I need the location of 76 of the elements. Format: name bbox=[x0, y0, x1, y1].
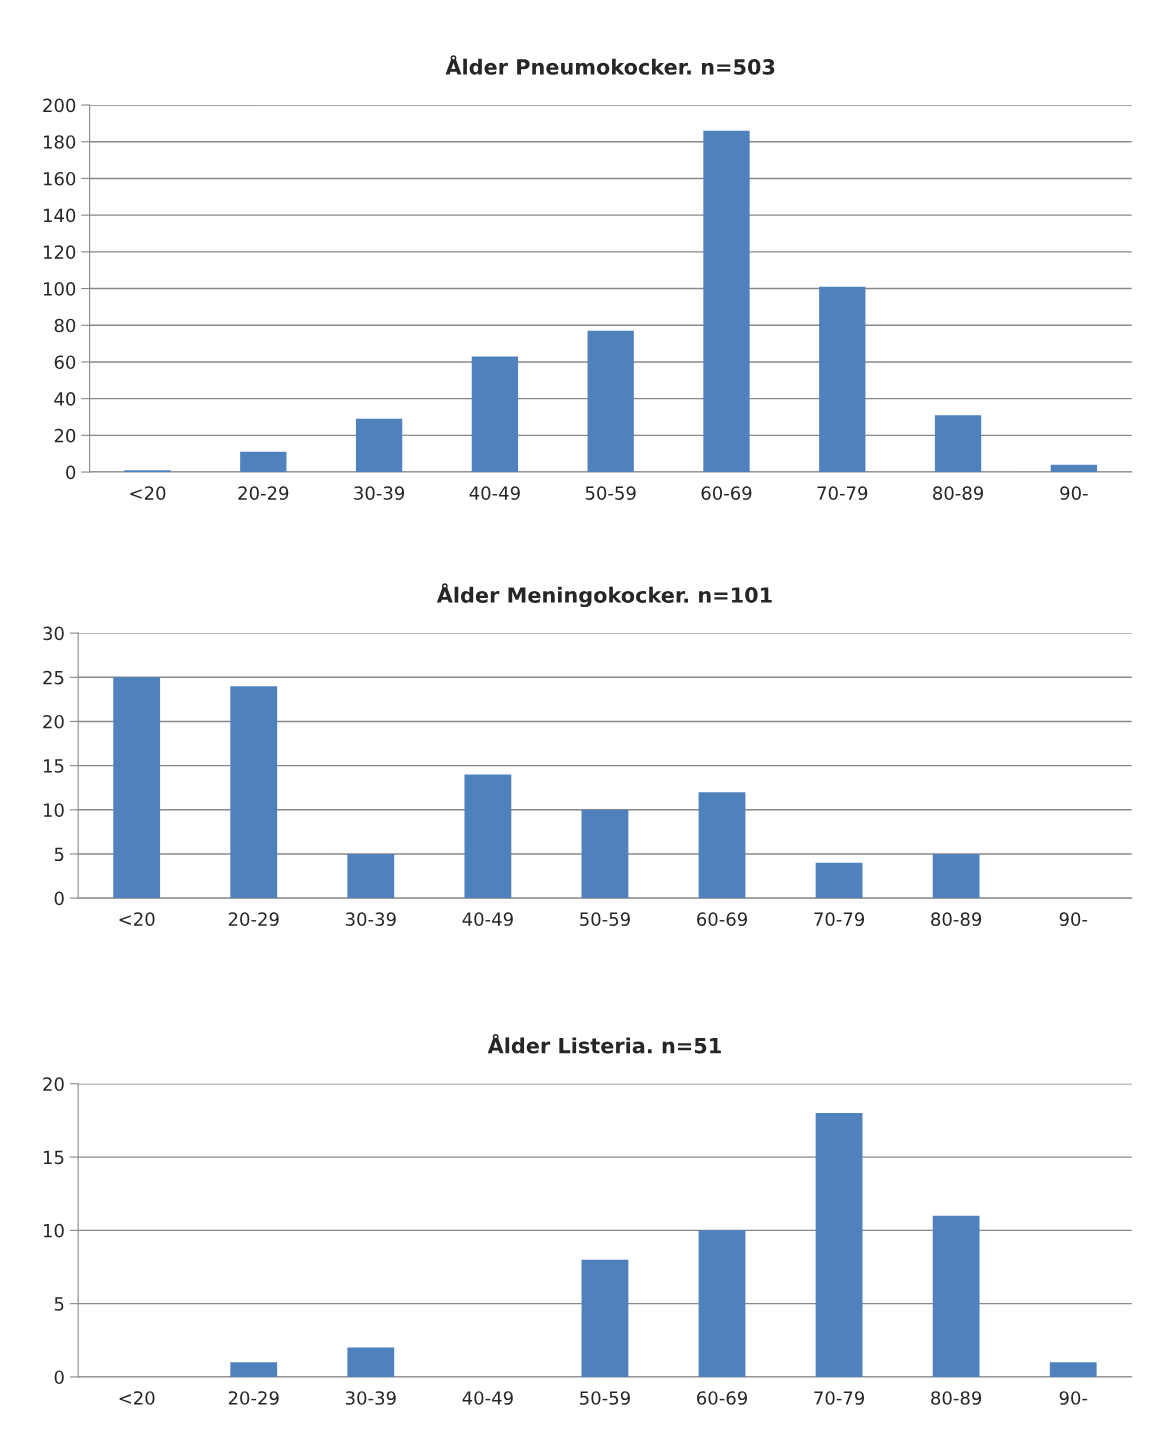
bar bbox=[934, 415, 982, 473]
x-tick-label: 20-29 bbox=[228, 1391, 279, 1405]
chart-title: Ålder Pneumokocker. n=503 bbox=[445, 55, 775, 75]
y-tick-label: 10 bbox=[43, 1223, 64, 1238]
x-tick-label: 60-69 bbox=[697, 912, 747, 926]
bar bbox=[581, 1259, 629, 1377]
x-tick-label: 30-39 bbox=[345, 1391, 396, 1405]
y-tick-label: 25 bbox=[43, 670, 64, 685]
bar bbox=[355, 418, 403, 473]
x-tick-label: 90- bbox=[1059, 1391, 1088, 1405]
bar bbox=[1049, 1362, 1097, 1377]
y-tick-label: 20 bbox=[43, 714, 64, 729]
x-tick-label: 50-59 bbox=[580, 912, 630, 926]
x-tick-label: 80-89 bbox=[931, 1391, 982, 1405]
y-tick-label: 0 bbox=[66, 465, 76, 480]
x-tick-label: <20 bbox=[130, 486, 166, 500]
bar bbox=[471, 356, 519, 473]
bar bbox=[815, 1113, 863, 1377]
bar bbox=[703, 130, 750, 473]
y-tick-label: 0 bbox=[54, 891, 64, 906]
y-tick-label: 30 bbox=[43, 626, 64, 641]
x-tick-label: <20 bbox=[119, 912, 155, 926]
y-tick-label: 160 bbox=[43, 171, 76, 186]
bar bbox=[347, 853, 395, 899]
bar bbox=[932, 853, 980, 899]
bar bbox=[932, 1215, 980, 1377]
y-tick-label: 80 bbox=[54, 318, 76, 333]
bar bbox=[815, 862, 863, 899]
x-tick-label: 40-49 bbox=[469, 486, 520, 500]
bar bbox=[581, 809, 629, 899]
bar bbox=[464, 774, 512, 899]
x-tick-label: 50-59 bbox=[580, 1391, 630, 1405]
x-tick-label: 30-39 bbox=[354, 486, 405, 500]
y-tick-label: 140 bbox=[43, 208, 76, 223]
x-tick-label: 70-79 bbox=[814, 912, 865, 926]
x-tick-label: 20-29 bbox=[238, 486, 289, 500]
bar bbox=[240, 451, 287, 473]
x-tick-label: 60-69 bbox=[697, 1391, 747, 1405]
y-tick-label: 0 bbox=[54, 1370, 64, 1385]
y-tick-label: 5 bbox=[54, 847, 64, 862]
y-tick-label: 10 bbox=[43, 803, 64, 817]
x-tick-label: 90- bbox=[1060, 486, 1088, 500]
y-tick-label: 200 bbox=[43, 98, 76, 113]
x-tick-label: 70-79 bbox=[814, 1391, 865, 1405]
chart-title: Ålder Listeria. n=51 bbox=[487, 1033, 721, 1054]
x-tick-label: 80-89 bbox=[933, 486, 984, 500]
y-tick-label: 60 bbox=[54, 355, 76, 370]
bar bbox=[1050, 464, 1098, 473]
y-tick-label: 20 bbox=[54, 428, 76, 443]
y-tick-label: 180 bbox=[43, 135, 76, 149]
y-tick-label: 120 bbox=[43, 245, 76, 259]
x-tick-label: 60-69 bbox=[701, 486, 752, 500]
bar bbox=[230, 686, 278, 899]
x-tick-label: 90- bbox=[1059, 912, 1088, 926]
x-tick-label: 40-49 bbox=[462, 912, 513, 926]
bar bbox=[230, 1362, 278, 1377]
bar bbox=[347, 1347, 395, 1377]
y-tick-label: 15 bbox=[43, 759, 64, 773]
x-tick-label: 80-89 bbox=[931, 912, 982, 926]
bar bbox=[698, 1230, 746, 1377]
x-tick-label: 40-49 bbox=[462, 1391, 513, 1405]
y-tick-label: 15 bbox=[43, 1150, 64, 1165]
x-tick-label: <20 bbox=[119, 1391, 155, 1405]
chart-title: Ålder Meningokocker. n=101 bbox=[436, 583, 772, 608]
y-tick-label: 20 bbox=[43, 1077, 64, 1091]
y-tick-label: 40 bbox=[54, 392, 76, 406]
bar bbox=[587, 330, 634, 473]
bar bbox=[113, 677, 161, 899]
y-tick-label: 100 bbox=[43, 282, 76, 296]
x-tick-label: 20-29 bbox=[228, 912, 279, 926]
x-tick-label: 70-79 bbox=[817, 486, 868, 500]
x-tick-label: 50-59 bbox=[585, 486, 636, 500]
bar bbox=[698, 792, 746, 899]
y-tick-label: 5 bbox=[54, 1297, 64, 1311]
x-tick-label: 30-39 bbox=[345, 912, 396, 926]
bar bbox=[819, 286, 866, 473]
